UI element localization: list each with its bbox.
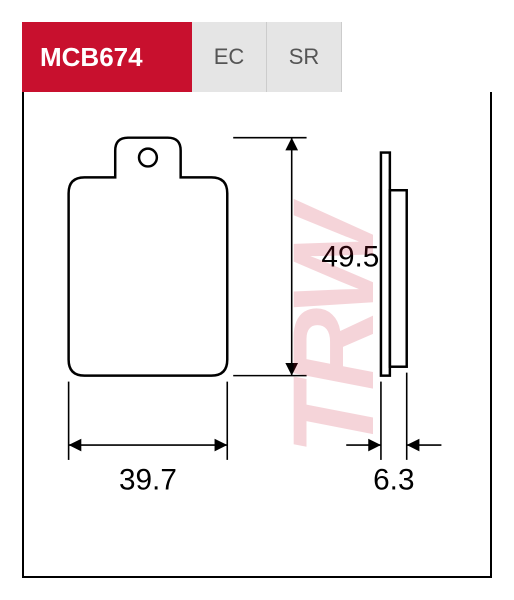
spec-badge-1: SR [267,22,342,92]
drawing-svg: 39.7 49.5 6.3 [24,92,490,576]
dim-height-label: 49.5 [321,241,379,274]
pad-front-view [69,138,228,376]
dim-height [233,138,306,376]
technical-drawing: TRW [22,92,492,578]
spec-badge-0: EC [192,22,267,92]
dim-width [69,382,228,460]
dim-width-label: 39.7 [119,464,177,497]
dim-thickness [346,373,441,460]
header: MCB674 EC SR [22,22,492,92]
product-code: MCB674 [22,22,192,92]
pad-side-view [381,153,407,376]
dim-thickness-label: 6.3 [373,464,414,497]
header-spacer [342,22,492,92]
product-diagram-card: MCB674 EC SR TRW [0,0,514,600]
